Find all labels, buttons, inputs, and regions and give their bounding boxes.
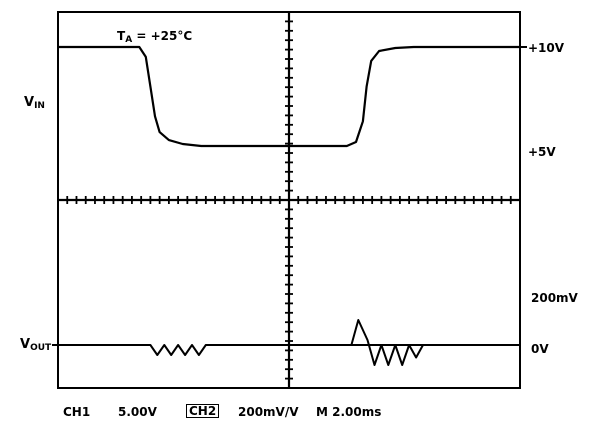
traces	[52, 45, 527, 366]
timebase-label: M 2.00ms	[316, 405, 382, 419]
temperature-annotation: TA = +25°C	[117, 30, 192, 45]
vin-low-level-label: +5V	[528, 145, 556, 159]
vin-label-sub: IN	[34, 101, 45, 111]
center-axes	[58, 12, 520, 388]
vout-label-sub: OUT	[30, 343, 52, 353]
annotation-sub: A	[125, 35, 133, 45]
ch1-label: CH1	[63, 405, 91, 419]
vout-trace	[58, 344, 520, 356]
ch2-scale-label: 200mV/V	[238, 405, 299, 419]
annotation-rest: = +25°C	[132, 29, 193, 43]
axis-ticks	[66, 20, 512, 380]
vout-label: VOUT	[20, 338, 51, 353]
annotation-t: T	[117, 29, 126, 43]
vin-label: VIN	[24, 96, 45, 111]
vout-transient	[344, 319, 424, 366]
vout-scale-label: 200mV	[531, 291, 578, 305]
vin-high-level-label: +10V	[528, 41, 565, 55]
vout-zero-level-label: 0V	[531, 342, 549, 356]
vin-trace	[58, 45, 520, 148]
ch2-label: CH2	[186, 404, 220, 418]
ch1-scale-label: 5.00V	[118, 405, 157, 419]
vin-label-main: V	[24, 95, 35, 110]
vout-label-main: V	[20, 337, 31, 352]
